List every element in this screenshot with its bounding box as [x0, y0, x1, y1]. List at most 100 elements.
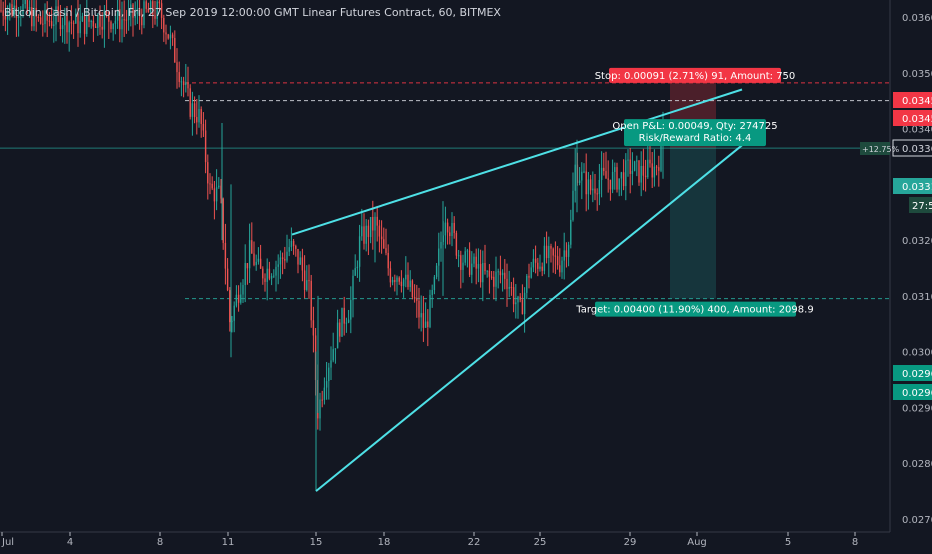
candle-body	[127, 10, 130, 21]
chart-title: Bitcoin Cash / Bitcoin, Fri, 27 Sep 2019…	[4, 6, 501, 19]
candle-body	[286, 251, 288, 261]
candle-body	[123, 19, 125, 21]
candle-body	[292, 241, 295, 246]
candle-body	[616, 167, 618, 190]
candle-body	[284, 258, 286, 261]
price-tag	[892, 139, 932, 157]
candle-body	[446, 222, 449, 233]
candle-body	[644, 175, 647, 178]
candle-body	[138, 8, 141, 16]
open-pnl-box	[624, 119, 766, 147]
candle-body	[180, 81, 183, 83]
candle-body	[198, 109, 200, 123]
price-tag-text: 0.03311	[902, 182, 932, 193]
candle-body	[97, 14, 99, 28]
candle-body	[402, 279, 405, 287]
candle-body	[559, 265, 561, 273]
candle-body	[167, 34, 169, 39]
candle-body	[352, 275, 354, 301]
candle-body	[552, 248, 554, 256]
candle-body	[341, 307, 343, 337]
candle-body	[389, 268, 392, 283]
candle-body	[578, 180, 581, 184]
candle-body	[68, 22, 70, 33]
candle-body	[363, 226, 365, 244]
candle-body	[77, 13, 79, 34]
x-tick-label: 25	[534, 537, 547, 548]
candle-body	[528, 275, 530, 278]
candle-body	[532, 258, 535, 268]
candle-body	[222, 198, 224, 243]
countdown-tag	[909, 197, 932, 213]
candle-body	[627, 159, 629, 161]
candle-body	[594, 188, 596, 194]
candle-body	[453, 222, 455, 233]
candle-body	[37, 16, 40, 18]
candle-body	[306, 280, 308, 290]
candle-body	[17, 15, 20, 18]
target-label-box	[595, 301, 796, 317]
candle-body	[504, 272, 506, 279]
candle-body	[108, 12, 110, 22]
candle-body	[79, 21, 81, 34]
candle-body	[299, 257, 301, 265]
candle-body	[44, 9, 46, 24]
candle-body	[493, 276, 495, 287]
candle-body	[592, 188, 594, 191]
candle-body	[440, 241, 442, 249]
candle-body	[251, 240, 253, 254]
candle-body	[343, 307, 345, 324]
candle-body	[13, 5, 15, 15]
candle-body	[405, 274, 407, 280]
target-label: Target: 0.00400 (11.90%) 400, Amount: 20…	[575, 305, 813, 316]
candle-body	[143, 1, 145, 26]
candle-body	[512, 287, 515, 305]
candle-body	[145, 1, 147, 9]
candle-body	[479, 263, 482, 283]
candle-body	[605, 171, 607, 179]
candle-body	[394, 280, 396, 282]
candle-body	[303, 270, 306, 290]
y-tick-label: 0.02900	[902, 403, 932, 414]
candle-body	[570, 219, 572, 245]
candle-body	[600, 167, 603, 180]
candle-body	[268, 268, 271, 279]
trendline	[315, 144, 743, 492]
x-tick-label: Jul	[1, 537, 14, 548]
candle-body	[24, 0, 26, 5]
y-tick-label: 0.03100	[902, 292, 932, 303]
candle-body	[264, 278, 266, 282]
candle-body	[9, 4, 11, 11]
candle-body	[330, 360, 332, 368]
candle-body	[550, 245, 552, 249]
candle-body	[449, 232, 451, 237]
candle-body	[218, 185, 220, 188]
candle-body	[211, 183, 213, 189]
candle-body	[523, 292, 526, 315]
candle-body	[356, 266, 359, 269]
x-tick-label: 11	[222, 537, 235, 548]
candle-body	[279, 257, 282, 265]
candle-body	[334, 348, 337, 350]
candle-body	[147, 8, 150, 13]
candle-body	[149, 1, 152, 13]
candle-body	[281, 257, 284, 259]
candle-body	[477, 263, 480, 269]
candle-body	[530, 267, 532, 278]
candle-body	[431, 290, 433, 295]
candle-body	[598, 179, 601, 194]
candle-body	[499, 271, 502, 276]
candle-body	[0, 10, 2, 12]
candle-body	[510, 286, 513, 288]
candle-body	[345, 322, 348, 324]
price-tag	[893, 178, 932, 194]
candle-body	[350, 300, 352, 320]
candle-body	[4, 16, 7, 20]
candle-body	[244, 263, 246, 286]
candle-body	[266, 268, 268, 282]
candle-body	[541, 266, 543, 271]
candle-body	[35, 7, 37, 17]
x-tick-label: Aug	[687, 537, 707, 548]
